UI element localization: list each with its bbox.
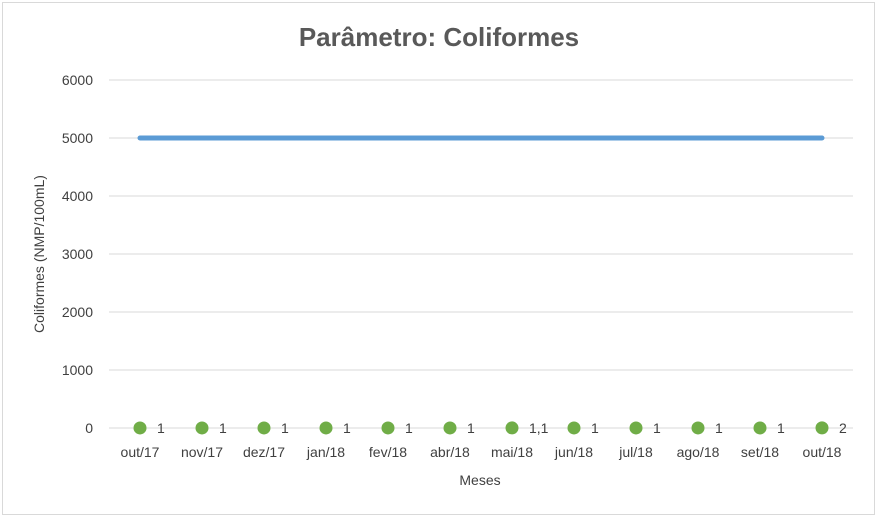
data-point [319,421,333,435]
data-point [753,421,767,435]
x-tick-label: out/18 [803,444,842,460]
data-label: 1 [653,420,661,436]
y-axis-ticks: 0 1000 2000 3000 4000 5000 6000 [62,72,93,436]
data-label: 1 [405,420,413,436]
series-markers-group: 1 1 1 1 1 1 1,1 1 1 1 1 2 [133,420,847,436]
y-axis-label: Coliformes (NMP/100mL) [31,175,47,333]
x-tick-label: jul/18 [618,444,653,460]
x-tick-label: abr/18 [430,444,470,460]
data-point [505,421,519,435]
y-tick-label: 6000 [62,72,93,88]
x-tick-label: ago/18 [677,444,720,460]
data-label: 1 [343,420,351,436]
x-tick-label: jun/18 [554,444,593,460]
x-axis-label: Meses [459,472,500,488]
x-tick-label: mai/18 [491,444,533,460]
data-label: 1 [591,420,599,436]
data-point [257,421,271,435]
data-label: 1 [467,420,475,436]
data-label: 2 [839,420,847,436]
data-point [443,421,457,435]
x-tick-label: fev/18 [369,444,407,460]
data-label: 1 [157,420,165,436]
x-axis-ticks: out/17 nov/17 dez/17 jan/18 fev/18 abr/18 mai/… [121,444,842,460]
x-tick-label: out/17 [121,444,160,460]
data-point [629,421,643,435]
x-tick-label: nov/17 [181,444,223,460]
data-point [133,421,147,435]
gridlines [109,79,853,429]
data-label: 1 [219,420,227,436]
y-tick-label: 1000 [62,362,93,378]
x-tick-label: set/18 [741,444,779,460]
data-point [567,421,581,435]
y-tick-label: 4000 [62,188,93,204]
x-tick-label: dez/17 [243,444,285,460]
data-point [815,421,829,435]
data-point [381,421,395,435]
y-tick-label: 0 [85,420,93,436]
data-label: 1 [281,420,289,436]
y-tick-label: 5000 [62,130,93,146]
chart-title: Parâmetro: Coliformes [299,22,579,52]
y-tick-label: 3000 [62,246,93,262]
data-label: 1 [715,420,723,436]
data-label: 1 [777,420,785,436]
y-tick-label: 2000 [62,304,93,320]
data-label: 1,1 [529,420,549,436]
x-tick-label: jan/18 [306,444,345,460]
data-point [195,421,209,435]
data-point [691,421,705,435]
